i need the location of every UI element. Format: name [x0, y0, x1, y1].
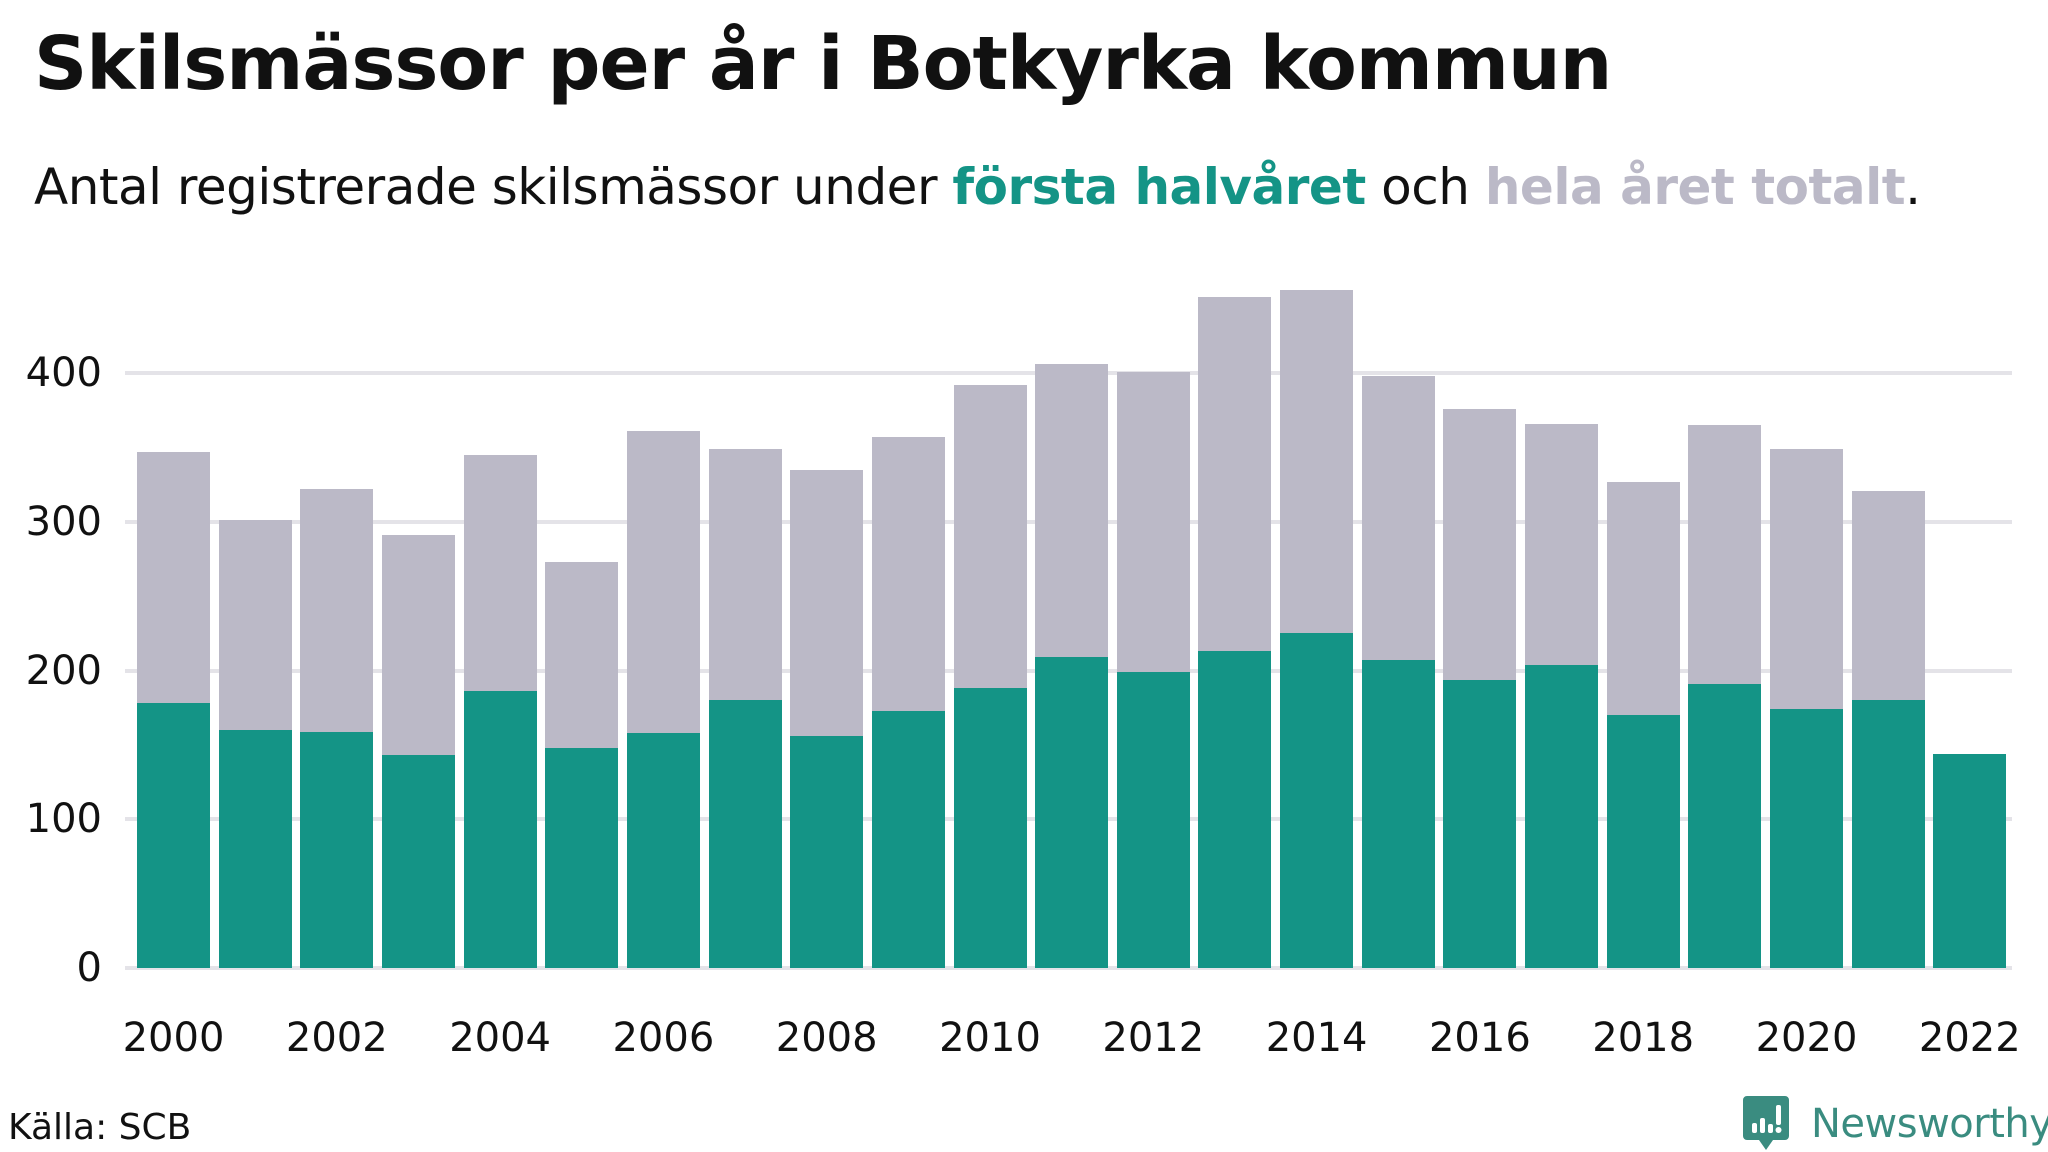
bar-segment-first-half [1116, 672, 1190, 968]
x-tick-label: 2018 [1592, 1015, 1695, 1061]
y-tick-label: 0 [76, 945, 102, 991]
x-tick-label: 2010 [939, 1015, 1041, 1061]
bar-segment-first-half [545, 747, 619, 968]
legend-first-half: första halvåret [952, 158, 1366, 216]
bar-2017 [1525, 0, 1599, 968]
bar-2002 [300, 0, 374, 968]
subtitle-middle: och [1365, 158, 1485, 216]
bar-2015 [1361, 0, 1435, 968]
x-tick-label: 2002 [285, 1015, 388, 1061]
bar-2021 [1851, 0, 1925, 968]
gridline [125, 966, 2012, 970]
chart-subtitle: Antal registrerade skilsmässor under för… [34, 152, 1921, 222]
bar-segment-first-half [953, 688, 1027, 968]
newsworthy-logo: Newsworthy [1743, 1096, 2048, 1152]
bar-2010 [953, 0, 1027, 968]
bar-2004 [463, 0, 537, 968]
subtitle-prefix: Antal registrerade skilsmässor under [34, 158, 953, 216]
y-tick-label: 100 [25, 796, 102, 843]
bar-2014 [1280, 0, 1354, 968]
bar-2005 [545, 0, 619, 968]
bar-segment-first-half [1443, 679, 1517, 968]
bar-segment-first-half [871, 710, 945, 968]
bar-segment-first-half [463, 691, 537, 968]
y-tick-label: 300 [25, 498, 102, 545]
bar-2012 [1116, 0, 1190, 968]
x-tick-label: 2012 [1102, 1015, 1205, 1061]
legend-full-year: hela året totalt [1484, 158, 1906, 216]
bar-segment-first-half [137, 703, 210, 968]
bar-2009 [871, 0, 945, 968]
bar-2006 [626, 0, 700, 968]
bar-segment-first-half [300, 731, 374, 968]
bar-segment-first-half [1035, 657, 1109, 968]
bar-2013 [1198, 0, 1272, 968]
bar-2019 [1688, 0, 1762, 968]
bar-2016 [1443, 0, 1517, 968]
bar-segment-first-half [1688, 683, 1762, 968]
bar-segment-first-half [708, 700, 782, 968]
bar-segment-first-half [1933, 753, 2007, 968]
bar-2003 [381, 0, 455, 968]
y-tick-label: 400 [25, 350, 102, 397]
chart-title: Skilsmässor per år i Botkyrka kommun [34, 21, 1612, 107]
bar-segment-first-half [1606, 715, 1680, 968]
bar-2000 [137, 0, 210, 968]
x-tick-label: 2022 [1918, 1015, 2021, 1061]
y-tick-label: 200 [25, 647, 102, 694]
bar-segment-first-half [1361, 660, 1435, 968]
source-label: Källa: SCB [8, 1107, 192, 1148]
bar-2007 [708, 0, 782, 968]
x-tick-label: 2014 [1265, 1015, 1368, 1061]
x-tick-label: 2008 [775, 1015, 878, 1061]
bar-2011 [1035, 0, 1109, 968]
subtitle-suffix: . [1905, 158, 1921, 216]
bar-2020 [1770, 0, 1843, 968]
x-tick-label: 2004 [449, 1015, 551, 1061]
bar-segment-first-half [381, 755, 455, 968]
bar-2018 [1606, 0, 1680, 968]
x-tick-label: 2006 [612, 1015, 715, 1061]
x-tick-label: 2000 [122, 1015, 225, 1061]
bar-segment-first-half [218, 730, 292, 968]
bar-segment-first-half [626, 733, 700, 968]
bar-segment-first-half [1770, 709, 1843, 968]
newsworthy-icon [1743, 1096, 1789, 1150]
bar-segment-first-half [1280, 633, 1354, 968]
bar-2008 [790, 0, 864, 968]
bar-segment-first-half [1525, 664, 1599, 968]
brand-name: Newsworthy [1811, 1101, 2048, 1147]
x-tick-label: 2020 [1755, 1015, 1858, 1061]
bar-segment-first-half [790, 736, 864, 968]
bar-2022 [1933, 0, 2007, 968]
bar-segment-first-half [1851, 700, 1925, 968]
bar-segment-first-half [1198, 651, 1272, 968]
bar-2001 [218, 0, 292, 968]
x-tick-label: 2016 [1428, 1015, 1531, 1061]
